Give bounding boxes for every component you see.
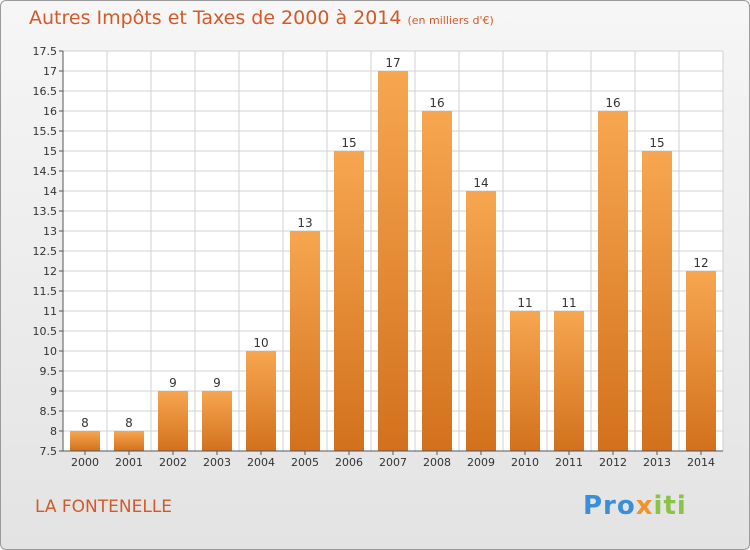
x-tick-label: 2003 [203,456,231,469]
bar [378,71,408,451]
x-tick-label: 2012 [599,456,627,469]
y-tick-label: 17 [43,65,57,78]
x-tick-label: 2008 [423,456,451,469]
y-tick-label: 8 [50,425,57,438]
y-tick-label: 9.5 [40,365,58,378]
bar [114,431,144,451]
bar [158,391,188,451]
bar-value-label: 9 [213,376,221,390]
bar-value-label: 15 [341,136,356,150]
bar-value-label: 14 [473,176,488,190]
logo-part-3: iti [653,491,687,521]
commune-name: LA FONTENELLE [35,497,173,517]
bar-value-label: 17 [385,56,400,70]
y-tick-label: 10 [43,345,57,358]
bar-value-label: 16 [429,96,444,110]
x-tick-label: 2004 [247,456,275,469]
bar [554,311,584,451]
y-tick-label: 16.5 [33,85,58,98]
axes: 7.5 8 8.5 9 9.5 10 10.5 11 11.5 12 12.5 13 13.5 14 14.… [33,45,723,469]
y-tick-label: 15.5 [33,125,58,138]
y-tick-label: 7.5 [40,445,58,458]
bar [334,151,364,451]
y-tick-label: 12.5 [33,245,58,258]
y-tick-label: 8.5 [40,405,58,418]
x-tick-label: 2007 [379,456,407,469]
y-tick-label: 17.5 [33,45,58,58]
bar-value-label: 8 [125,416,133,430]
y-tick-label: 12 [43,265,57,278]
y-tick-label: 11.5 [33,285,58,298]
bar [290,231,320,451]
x-tick-label: 2014 [687,456,715,469]
x-tick-label: 2011 [555,456,583,469]
bar [70,431,100,451]
bar [202,391,232,451]
bar [686,271,716,451]
x-tick-label: 2005 [291,456,319,469]
y-tick-label: 14 [43,185,57,198]
bar-value-label: 11 [517,296,532,310]
bar-value-label: 9 [169,376,177,390]
x-tick-label: 2006 [335,456,363,469]
y-tick-label: 13 [43,225,57,238]
proxiti-logo: Proxiti [583,491,687,521]
y-tick-label: 13.5 [33,205,58,218]
bar [466,191,496,451]
chart-title: Autres Impôts et Taxes de 2000 à 2014 [29,7,402,29]
logo-part-1: Pro [583,491,636,521]
y-tick-label: 10.5 [33,325,58,338]
x-tick-label: 2002 [159,456,187,469]
bar [246,351,276,451]
bar-value-label: 12 [693,256,708,270]
chart-title-block: Autres Impôts et Taxes de 2000 à 2014 (en… [29,7,494,29]
bar-value-label: 10 [253,336,268,350]
y-tick-label: 15 [43,145,57,158]
y-tick-label: 9 [50,385,57,398]
x-tick-label: 2001 [115,456,143,469]
bar-value-label: 13 [297,216,312,230]
logo-part-2: x [635,491,654,521]
y-tick-label: 16 [43,105,57,118]
x-tick-label: 2000 [71,456,99,469]
bars: 8 8 9 9 10 13 15 17 16 14 11 11 16 15 12 [70,56,716,451]
bar-value-label: 15 [649,136,664,150]
bar [422,111,452,451]
bar-value-label: 11 [561,296,576,310]
bar [598,111,628,451]
bar [642,151,672,451]
chart-subtitle: (en milliers d'€) [407,14,494,27]
x-tick-label: 2013 [643,456,671,469]
bar-value-label: 16 [605,96,620,110]
y-tick-label: 14.5 [33,165,58,178]
x-tick-label: 2010 [511,456,539,469]
bar-value-label: 8 [81,416,89,430]
bar [510,311,540,451]
x-tick-label: 2009 [467,456,495,469]
y-tick-label: 11 [43,305,57,318]
